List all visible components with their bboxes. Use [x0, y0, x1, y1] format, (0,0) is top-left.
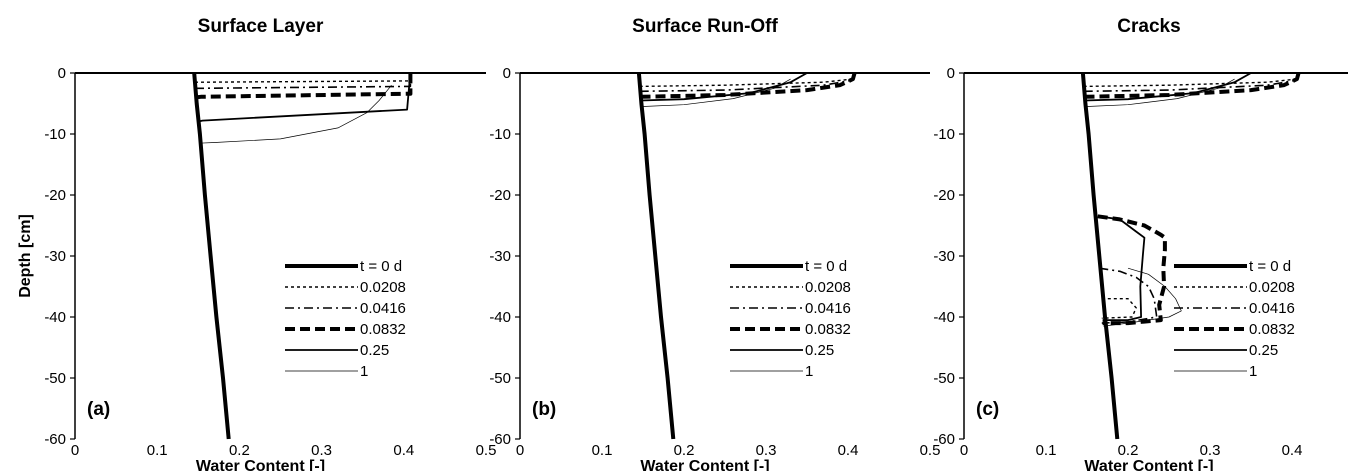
x-tick-label: 0 [516, 442, 524, 459]
x-tick-label: 0 [71, 442, 79, 459]
series-line-4 [640, 72, 857, 99]
series-line-6 [1086, 78, 1235, 327]
series-line-1 [636, 72, 676, 440]
x-tick-label: 0.2 [229, 442, 250, 459]
x-tick-label: 0.2 [674, 442, 695, 459]
y-tick-label: -60 [489, 431, 511, 448]
series-line-1 [1080, 72, 1120, 440]
legend-label: 0.0832 [805, 321, 851, 338]
series-line-5 [640, 72, 808, 102]
legend-label: t = 0 d [805, 258, 847, 275]
legend-label: t = 0 d [1249, 258, 1291, 275]
panel-3: 0-10-20-30-40-50-6000.10.20.30.40.5Water… [933, 16, 1348, 471]
y-tick-label: 0 [503, 65, 511, 82]
x-tick-label: 0.4 [1282, 442, 1303, 459]
y-tick-label: -60 [933, 431, 955, 448]
chart-title: Surface Run-Off [632, 16, 778, 37]
x-tick-label: 0.4 [393, 442, 414, 459]
chart-title: Surface Layer [198, 16, 324, 37]
x-axis-label: Water Content [-] [196, 458, 325, 471]
y-axis-label: Depth [cm] [17, 214, 34, 298]
y-tick-label: -30 [489, 248, 511, 265]
legend-label: 1 [360, 363, 368, 380]
legend-label: 0.25 [805, 342, 834, 359]
y-tick-label: -50 [489, 370, 511, 387]
panel-1: 0 -10 -20 -30 -40 -50 -60 0 0.1 0.2 0.3 0.4 0.5 Water… [17, 16, 496, 471]
series-line-4 [1084, 72, 1301, 326]
panel-label: (a) [87, 399, 110, 420]
series-line-2 [639, 72, 856, 88]
series-line-2 [195, 73, 412, 83]
legend-label: 0.0832 [360, 321, 406, 338]
panel-label: (c) [976, 399, 999, 420]
x-tick-label: 0.3 [1200, 442, 1221, 459]
y-tick-label: -10 [44, 126, 66, 143]
series-line-5 [1084, 72, 1252, 321]
x-tick-label: 0.1 [1036, 442, 1057, 459]
series-line-6 [199, 84, 392, 144]
legend-label: 1 [805, 363, 813, 380]
y-tick-label: -40 [44, 309, 66, 326]
series-line-2 [1083, 72, 1300, 319]
x-tick-label: 0.1 [592, 442, 613, 459]
x-tick-label: 0.3 [311, 442, 332, 459]
legend-label: 0.0416 [805, 300, 851, 317]
y-tick-label: -60 [44, 431, 66, 448]
legend-label: 0.0208 [360, 279, 406, 296]
x-axis-label: Water Content [-] [1084, 458, 1213, 471]
legend-label: 0.25 [1249, 342, 1278, 359]
legend-label: 0.0416 [360, 300, 406, 317]
legend-label: 0.0208 [805, 279, 851, 296]
legend-label: t = 0 d [360, 258, 402, 275]
x-tick-label: 0.2 [1118, 442, 1139, 459]
y-tick-label: 0 [947, 65, 955, 82]
y-tick-label: -10 [933, 126, 955, 143]
y-tick-label: -10 [489, 126, 511, 143]
series-line-5 [197, 72, 412, 123]
y-tick-label: -30 [933, 248, 955, 265]
y-tick-label: -40 [933, 309, 955, 326]
x-tick-label: 0.5 [920, 442, 941, 459]
series-group [192, 72, 413, 440]
y-tick-label: -20 [489, 187, 511, 204]
x-tick-label: 0 [960, 442, 968, 459]
series-line-1 [192, 72, 231, 440]
chart-title: Cracks [1117, 16, 1180, 37]
y-tick-label: -40 [489, 309, 511, 326]
x-axis-label: Water Content [-] [640, 458, 769, 471]
y-tick-label: -50 [933, 370, 955, 387]
x-tick-label: 0.5 [476, 442, 497, 459]
y-tick-label: -20 [44, 187, 66, 204]
series-group [636, 72, 857, 440]
legend-label: 0.0832 [1249, 321, 1295, 338]
series-line-4 [195, 73, 413, 100]
x-tick-label: 0.3 [756, 442, 777, 459]
legend-label: 0.0416 [1249, 300, 1295, 317]
x-tick-label: 0.4 [838, 442, 859, 459]
legend-label: 0.25 [360, 342, 389, 359]
y-tick-label: -20 [933, 187, 955, 204]
y-tick-label: 0 [58, 65, 66, 82]
series-group [1080, 72, 1301, 440]
legend-label: 0.0208 [1249, 279, 1295, 296]
x-tick-label: 0.1 [147, 442, 168, 459]
series-line-6 [642, 78, 791, 107]
y-tick-label: -30 [44, 248, 66, 265]
series-line-3 [195, 73, 412, 90]
y-tick-label: -50 [44, 370, 66, 387]
legend-label: 1 [1249, 363, 1257, 380]
panel-2: 0 -10 -20 -30 -40 -50 -60 0 0.1 0.2 0.3 0.4 0.5 Water… [489, 16, 940, 471]
panel-label: (b) [532, 399, 556, 420]
